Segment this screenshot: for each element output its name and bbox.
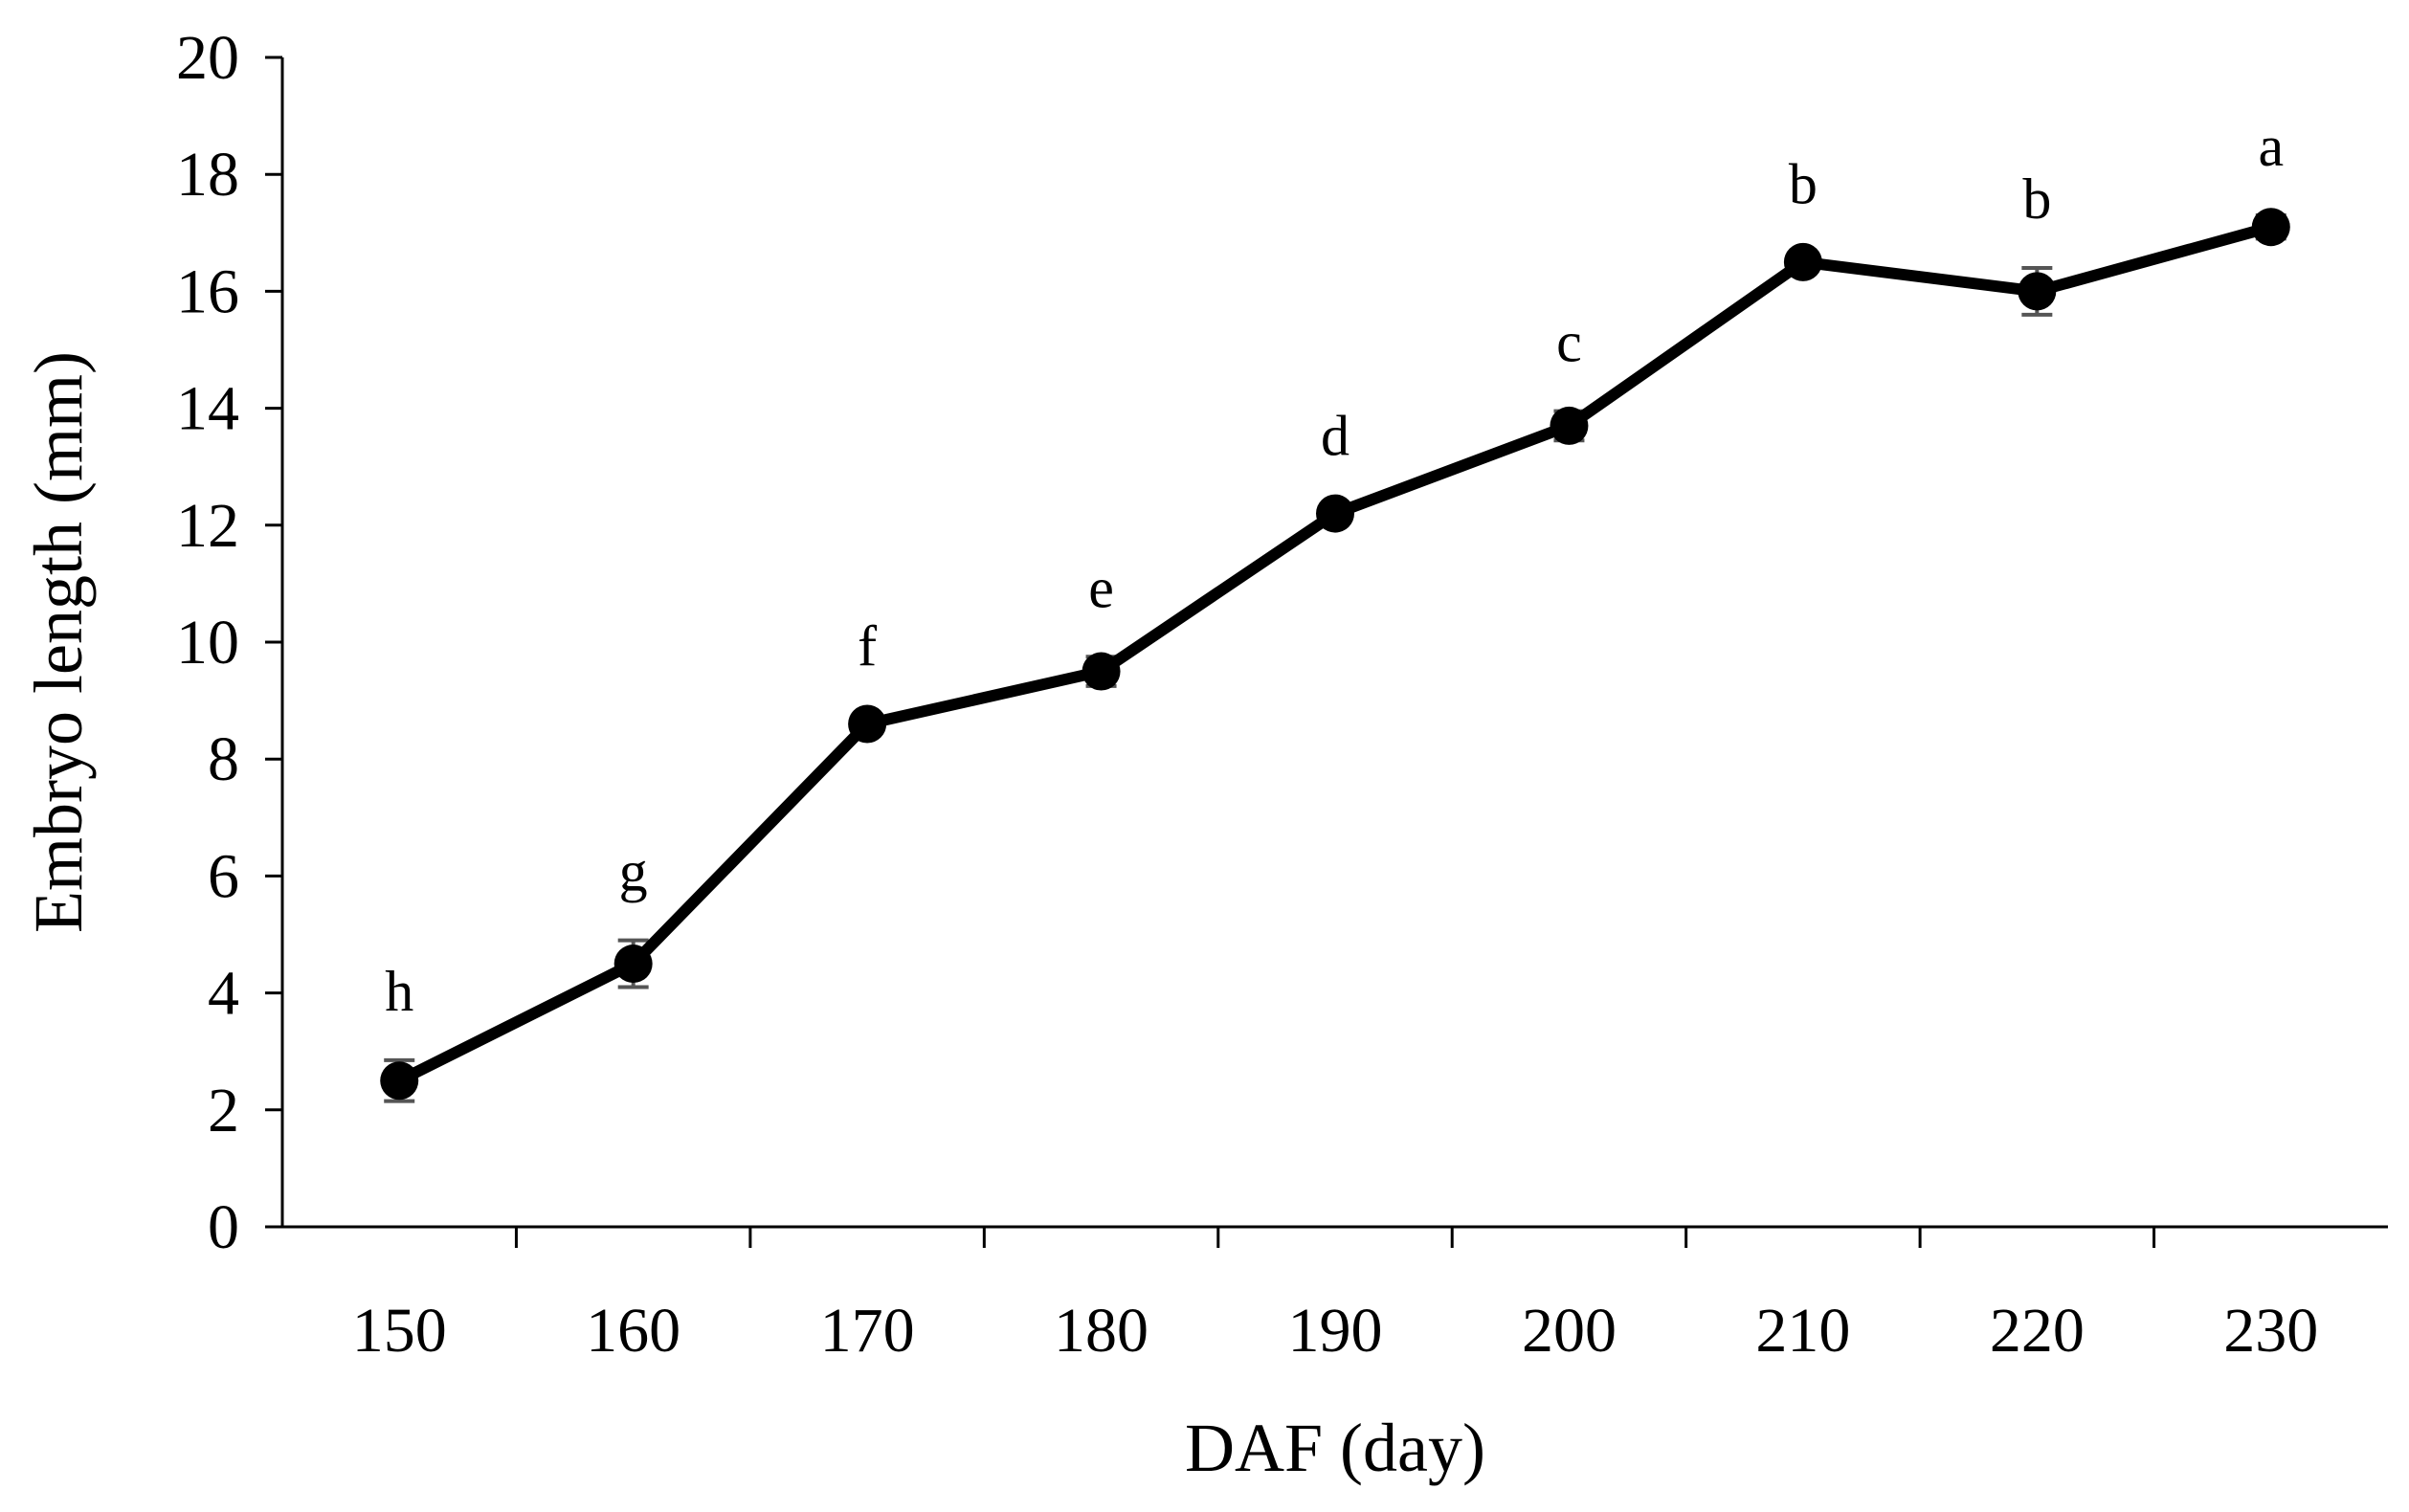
y-tick-label: 20 bbox=[176, 23, 239, 93]
x-axis-ticks: 150 160 170 180 190 200 210 220 230 bbox=[352, 1227, 2318, 1366]
data-point bbox=[380, 1061, 419, 1101]
x-tick-label: 230 bbox=[2223, 1296, 2318, 1366]
y-axis-title: Embryo length (mm) bbox=[20, 351, 97, 933]
y-tick-label: 18 bbox=[176, 140, 239, 210]
x-tick-label: 190 bbox=[1288, 1296, 1383, 1366]
data-markers bbox=[380, 208, 2290, 1101]
axes bbox=[280, 57, 2388, 1229]
y-tick-label: 2 bbox=[208, 1076, 239, 1145]
significance-letter: g bbox=[619, 840, 648, 903]
data-point bbox=[2018, 272, 2057, 311]
significance-letter: e bbox=[1088, 556, 1114, 619]
x-tick-label: 210 bbox=[1755, 1296, 1850, 1366]
y-tick-label: 10 bbox=[176, 608, 239, 678]
x-tick-label: 150 bbox=[352, 1296, 447, 1366]
significance-letter: a bbox=[2258, 115, 2284, 178]
significance-letter: d bbox=[1321, 404, 1349, 467]
y-tick-label: 14 bbox=[176, 374, 239, 444]
x-tick-label: 170 bbox=[820, 1296, 915, 1366]
significance-letter: b bbox=[2022, 167, 2051, 231]
data-point bbox=[613, 945, 653, 984]
significance-letter: c bbox=[1556, 311, 1582, 374]
x-tick-label: 160 bbox=[586, 1296, 680, 1366]
y-tick-label: 4 bbox=[208, 959, 239, 1029]
y-tick-label: 0 bbox=[208, 1192, 239, 1262]
data-point bbox=[1783, 242, 1822, 281]
y-tick-label: 12 bbox=[176, 491, 239, 561]
data-point bbox=[1550, 406, 1589, 445]
series-line bbox=[396, 221, 2273, 1086]
data-point bbox=[1316, 494, 1354, 533]
data-point bbox=[1082, 652, 1121, 691]
significance-letter: f bbox=[858, 614, 877, 678]
y-tick-label: 8 bbox=[208, 724, 239, 794]
x-tick-label: 180 bbox=[1054, 1296, 1149, 1366]
data-point bbox=[848, 704, 887, 744]
y-tick-label: 6 bbox=[208, 841, 239, 911]
significance-labels: h g f e d c b b a bbox=[385, 115, 2284, 1023]
series-line-group bbox=[396, 221, 2273, 1086]
x-axis-title: DAF (day) bbox=[1185, 1410, 1485, 1486]
data-point bbox=[2251, 208, 2290, 247]
y-tick-label: 16 bbox=[176, 256, 239, 326]
x-tick-label: 220 bbox=[1990, 1296, 2085, 1366]
significance-letter: h bbox=[385, 960, 413, 1023]
y-axis-ticks: 0 2 4 6 8 10 12 14 16 18 20 bbox=[176, 23, 282, 1262]
error-bars bbox=[384, 212, 2286, 1103]
x-tick-label: 200 bbox=[1522, 1296, 1617, 1366]
significance-letter: b bbox=[1789, 153, 1818, 216]
